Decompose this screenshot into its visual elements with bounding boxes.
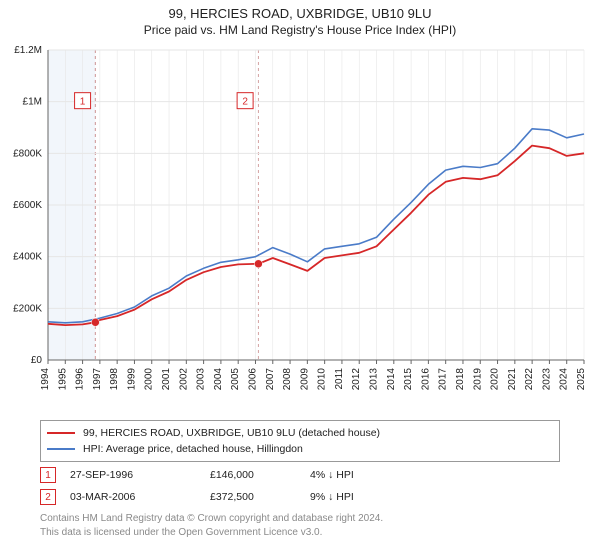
svg-text:£1.2M: £1.2M [14,45,42,56]
svg-text:1: 1 [80,97,86,108]
table-row: 1 27-SEP-1996 £146,000 4% ↓ HPI [40,464,560,486]
sale-delta: 9% ↓ HPI [310,491,390,503]
sale-badge: 2 [40,489,56,505]
svg-text:2015: 2015 [403,368,414,391]
svg-text:£600K: £600K [13,200,42,211]
legend-item: 99, HERCIES ROAD, UXBRIDGE, UB10 9LU (de… [47,425,553,441]
svg-text:1999: 1999 [126,368,137,391]
svg-text:1996: 1996 [75,368,86,391]
svg-text:2011: 2011 [334,368,345,390]
svg-text:2020: 2020 [490,368,501,391]
chart-area: £0 £200K £400K £600K £800K £1M £1.2M 1994 1995 19… [0,44,600,414]
svg-text:2002: 2002 [178,368,189,391]
svg-text:2014: 2014 [386,368,397,391]
footer-line: This data is licensed under the Open Gov… [40,526,560,540]
svg-text:2010: 2010 [317,368,328,391]
line-chart: £0 £200K £400K £600K £800K £1M £1.2M 1994 1995 19… [0,44,600,414]
svg-text:2012: 2012 [351,368,362,391]
legend-swatch [47,448,75,450]
sales-table: 1 27-SEP-1996 £146,000 4% ↓ HPI 2 03-MAR… [40,464,560,508]
svg-text:2006: 2006 [247,368,258,391]
sale-date: 27-SEP-1996 [70,469,210,481]
chart-title: 99, HERCIES ROAD, UXBRIDGE, UB10 9LU [0,6,600,21]
svg-text:2009: 2009 [299,368,310,391]
svg-text:2016: 2016 [420,368,431,391]
legend-label: HPI: Average price, detached house, Hill… [83,441,303,457]
svg-text:2022: 2022 [524,368,535,391]
svg-text:2021: 2021 [507,368,518,391]
svg-text:£200K: £200K [13,303,42,314]
table-row: 2 03-MAR-2006 £372,500 9% ↓ HPI [40,486,560,508]
svg-text:2007: 2007 [265,368,276,391]
sale-badge: 1 [40,467,56,483]
legend-label: 99, HERCIES ROAD, UXBRIDGE, UB10 9LU (de… [83,425,380,441]
svg-text:2018: 2018 [455,368,466,391]
svg-text:2001: 2001 [161,368,172,391]
sale-date: 03-MAR-2006 [70,491,210,503]
svg-text:2005: 2005 [230,368,241,391]
svg-text:2004: 2004 [213,368,224,391]
sale-delta: 4% ↓ HPI [310,469,390,481]
legend-item: HPI: Average price, detached house, Hill… [47,441,553,457]
chart-subtitle: Price paid vs. HM Land Registry's House … [0,23,600,37]
footer-line: Contains HM Land Registry data © Crown c… [40,512,560,526]
svg-text:1994: 1994 [40,368,51,391]
svg-text:£0: £0 [31,355,43,366]
footer: Contains HM Land Registry data © Crown c… [40,512,560,539]
svg-text:2000: 2000 [144,368,155,391]
svg-text:1998: 1998 [109,368,120,391]
svg-text:2008: 2008 [282,368,293,391]
svg-text:£800K: £800K [13,148,42,159]
chart-header: 99, HERCIES ROAD, UXBRIDGE, UB10 9LU Pri… [0,0,600,39]
legend-swatch [47,432,75,434]
sale-price: £372,500 [210,491,310,503]
svg-text:2003: 2003 [196,368,207,391]
svg-text:2013: 2013 [369,368,380,391]
svg-text:£1M: £1M [23,97,42,108]
svg-text:2024: 2024 [559,368,570,391]
sale-price: £146,000 [210,469,310,481]
legend: 99, HERCIES ROAD, UXBRIDGE, UB10 9LU (de… [40,420,560,462]
svg-text:2025: 2025 [576,368,587,391]
svg-text:2017: 2017 [438,368,449,391]
svg-text:1997: 1997 [92,368,103,391]
svg-text:2023: 2023 [541,368,552,391]
svg-text:2019: 2019 [472,368,483,391]
svg-text:1995: 1995 [57,368,68,391]
svg-text:2: 2 [242,97,248,108]
svg-text:£400K: £400K [13,252,42,263]
